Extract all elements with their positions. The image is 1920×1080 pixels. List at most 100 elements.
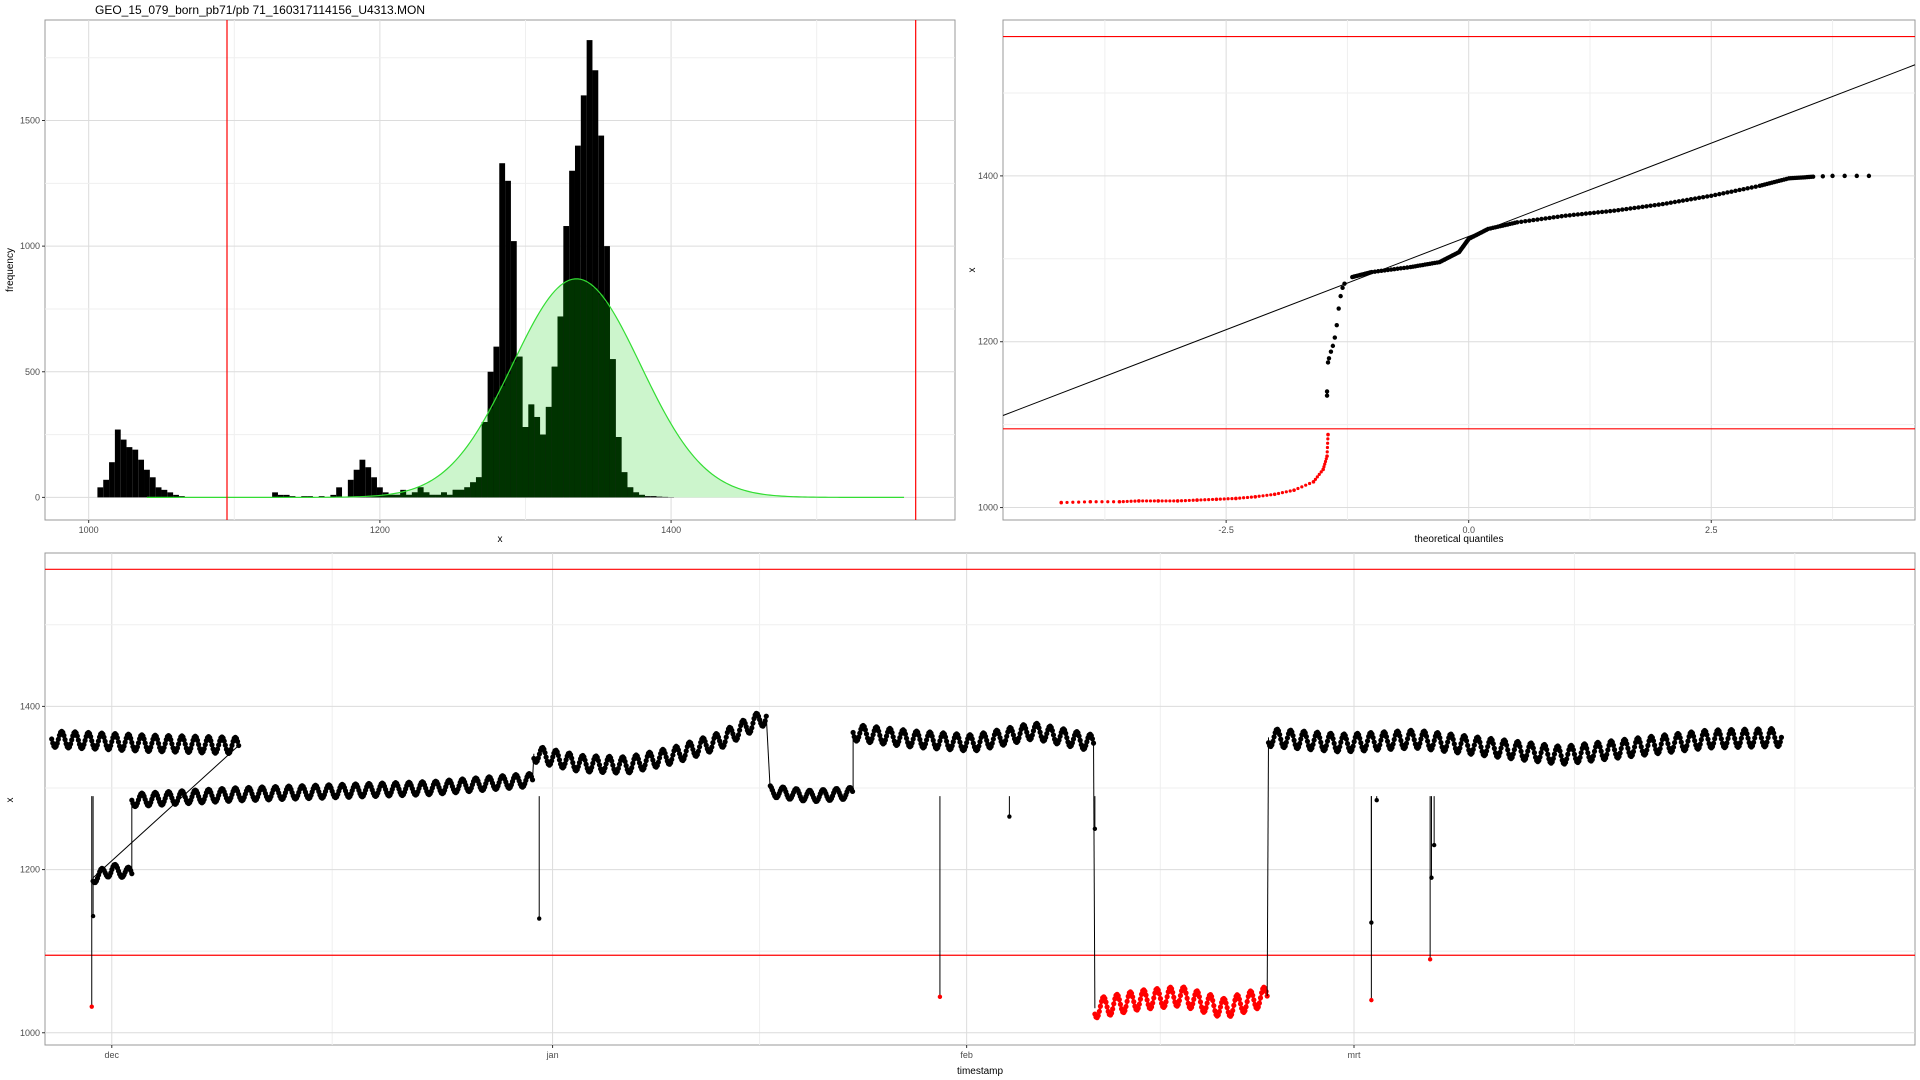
qq-point <box>1632 205 1637 211</box>
qq-point <box>1388 267 1394 272</box>
series-spike-point <box>537 916 542 921</box>
histogram-bar-overlap <box>540 434 546 498</box>
histogram-bar-overlap <box>446 494 453 498</box>
qq-point <box>1571 212 1577 218</box>
timeseries-y-ticks: 1000 1200 1400 <box>20 701 45 1038</box>
histogram-bar-overlap <box>598 294 605 498</box>
qq-outlier-point <box>1257 494 1261 498</box>
qq-point <box>1332 335 1338 340</box>
qq-point <box>1660 201 1665 207</box>
qq-point <box>1531 217 1536 223</box>
histogram-bar <box>173 494 179 498</box>
qq-point <box>1372 269 1378 274</box>
qq-point <box>1324 393 1330 398</box>
qq-outlier-point <box>1199 498 1203 502</box>
qq-point <box>1636 205 1641 210</box>
qq-outlier-point <box>1317 472 1321 476</box>
histogram-bar <box>359 459 366 498</box>
series-spike-outlier <box>1427 957 1433 962</box>
qq-outlier-point <box>1210 497 1215 502</box>
histogram-bar-overlap <box>406 494 412 498</box>
qq-outlier-point <box>1082 500 1087 504</box>
qq-y-ticks: 1000 1200 1400 <box>978 171 1003 513</box>
histogram-bar-overlap <box>470 482 476 498</box>
qq-outlier-point <box>1276 491 1281 496</box>
histogram-bar <box>272 492 278 498</box>
histogram-bar-overlap <box>551 366 558 498</box>
qq-outlier-point <box>1141 499 1145 503</box>
qq-point <box>1535 217 1540 222</box>
qq-point <box>1338 293 1343 299</box>
series-spike-point <box>90 913 96 919</box>
qq-point <box>1330 343 1336 349</box>
qq-outlier-point <box>1315 475 1319 479</box>
histogram-bar-overlap <box>510 361 517 498</box>
qq-point <box>1587 211 1593 216</box>
qq-point <box>1733 188 1738 194</box>
qq-point <box>1583 211 1589 216</box>
histogram-bar-overlap <box>371 495 377 498</box>
timeseries-grid <box>45 553 1915 1045</box>
qq-point <box>1684 197 1690 203</box>
timeseries-thresholds <box>45 568 1915 956</box>
histogram-bar-overlap <box>417 487 424 498</box>
qq-outlier-point <box>1187 498 1191 503</box>
histogram-bar-overlap <box>621 472 628 498</box>
qq-outlier-point <box>1325 450 1329 454</box>
qq-point <box>1725 190 1730 195</box>
y-tick-label: 1500 <box>20 116 40 126</box>
qq-y-label: x <box>967 268 978 273</box>
qq-outlier-point <box>1059 500 1064 505</box>
qq-grid <box>1003 20 1915 520</box>
qq-point <box>1551 215 1556 220</box>
qq-point <box>1603 209 1609 214</box>
y-tick-label: 1200 <box>978 337 998 347</box>
qq-outlier-point <box>1325 445 1330 450</box>
qq-point <box>1325 360 1331 365</box>
timeseries-x-ticks: dec jan feb mrt <box>105 1045 1361 1060</box>
series-line <box>130 772 534 808</box>
timeseries-y-label: x <box>5 798 16 803</box>
qq-point <box>1692 196 1698 201</box>
histogram-bar <box>97 487 104 498</box>
series-spike-outlier <box>937 994 943 1000</box>
qq-point <box>1713 192 1718 198</box>
series-line <box>769 785 855 803</box>
histogram-bar-overlap <box>639 494 645 498</box>
qq-outlier-point <box>1322 465 1326 469</box>
series-spike-point <box>1429 875 1434 880</box>
qq-outlier-point <box>1319 470 1323 474</box>
histogram-bar <box>109 462 115 498</box>
qq-point <box>1342 281 1347 286</box>
qq-point <box>1676 199 1682 204</box>
qq-outlier-point <box>1191 498 1195 502</box>
qq-point <box>1575 212 1581 217</box>
histogram-bar <box>167 492 174 498</box>
qq-outlier-point <box>1144 499 1149 503</box>
qq-point <box>1866 173 1872 179</box>
histogram-bar-overlap <box>563 281 570 498</box>
histogram-bar <box>283 494 290 498</box>
histogram-bar <box>149 477 156 498</box>
qq-point <box>1612 208 1617 213</box>
qq-point <box>1375 269 1381 274</box>
histogram-y-label: frequency <box>5 248 16 292</box>
qq-outlier-point <box>1326 437 1330 441</box>
qq-outlier-point <box>1100 500 1104 504</box>
histogram-bar <box>138 459 145 498</box>
qq-point <box>1555 214 1560 219</box>
histogram-bar-overlap <box>400 491 407 498</box>
x-tick-label: dec <box>105 1050 120 1060</box>
qq-point <box>1616 207 1621 213</box>
timeseries-series <box>49 710 1785 1021</box>
y-tick-label: 500 <box>25 367 40 377</box>
qq-outlier-point <box>1324 457 1328 461</box>
qq-point <box>1741 186 1746 192</box>
series-spike-point <box>1431 842 1437 848</box>
qq-outlier-point <box>1117 499 1122 504</box>
qq-outlier-point <box>1065 500 1069 505</box>
qq-point <box>1664 201 1669 206</box>
series-spike-outlier <box>89 1004 94 1009</box>
qq-point <box>1830 173 1835 179</box>
page-title: GEO_15_079_born_pb71/pb 71_160317114156_… <box>95 3 426 17</box>
